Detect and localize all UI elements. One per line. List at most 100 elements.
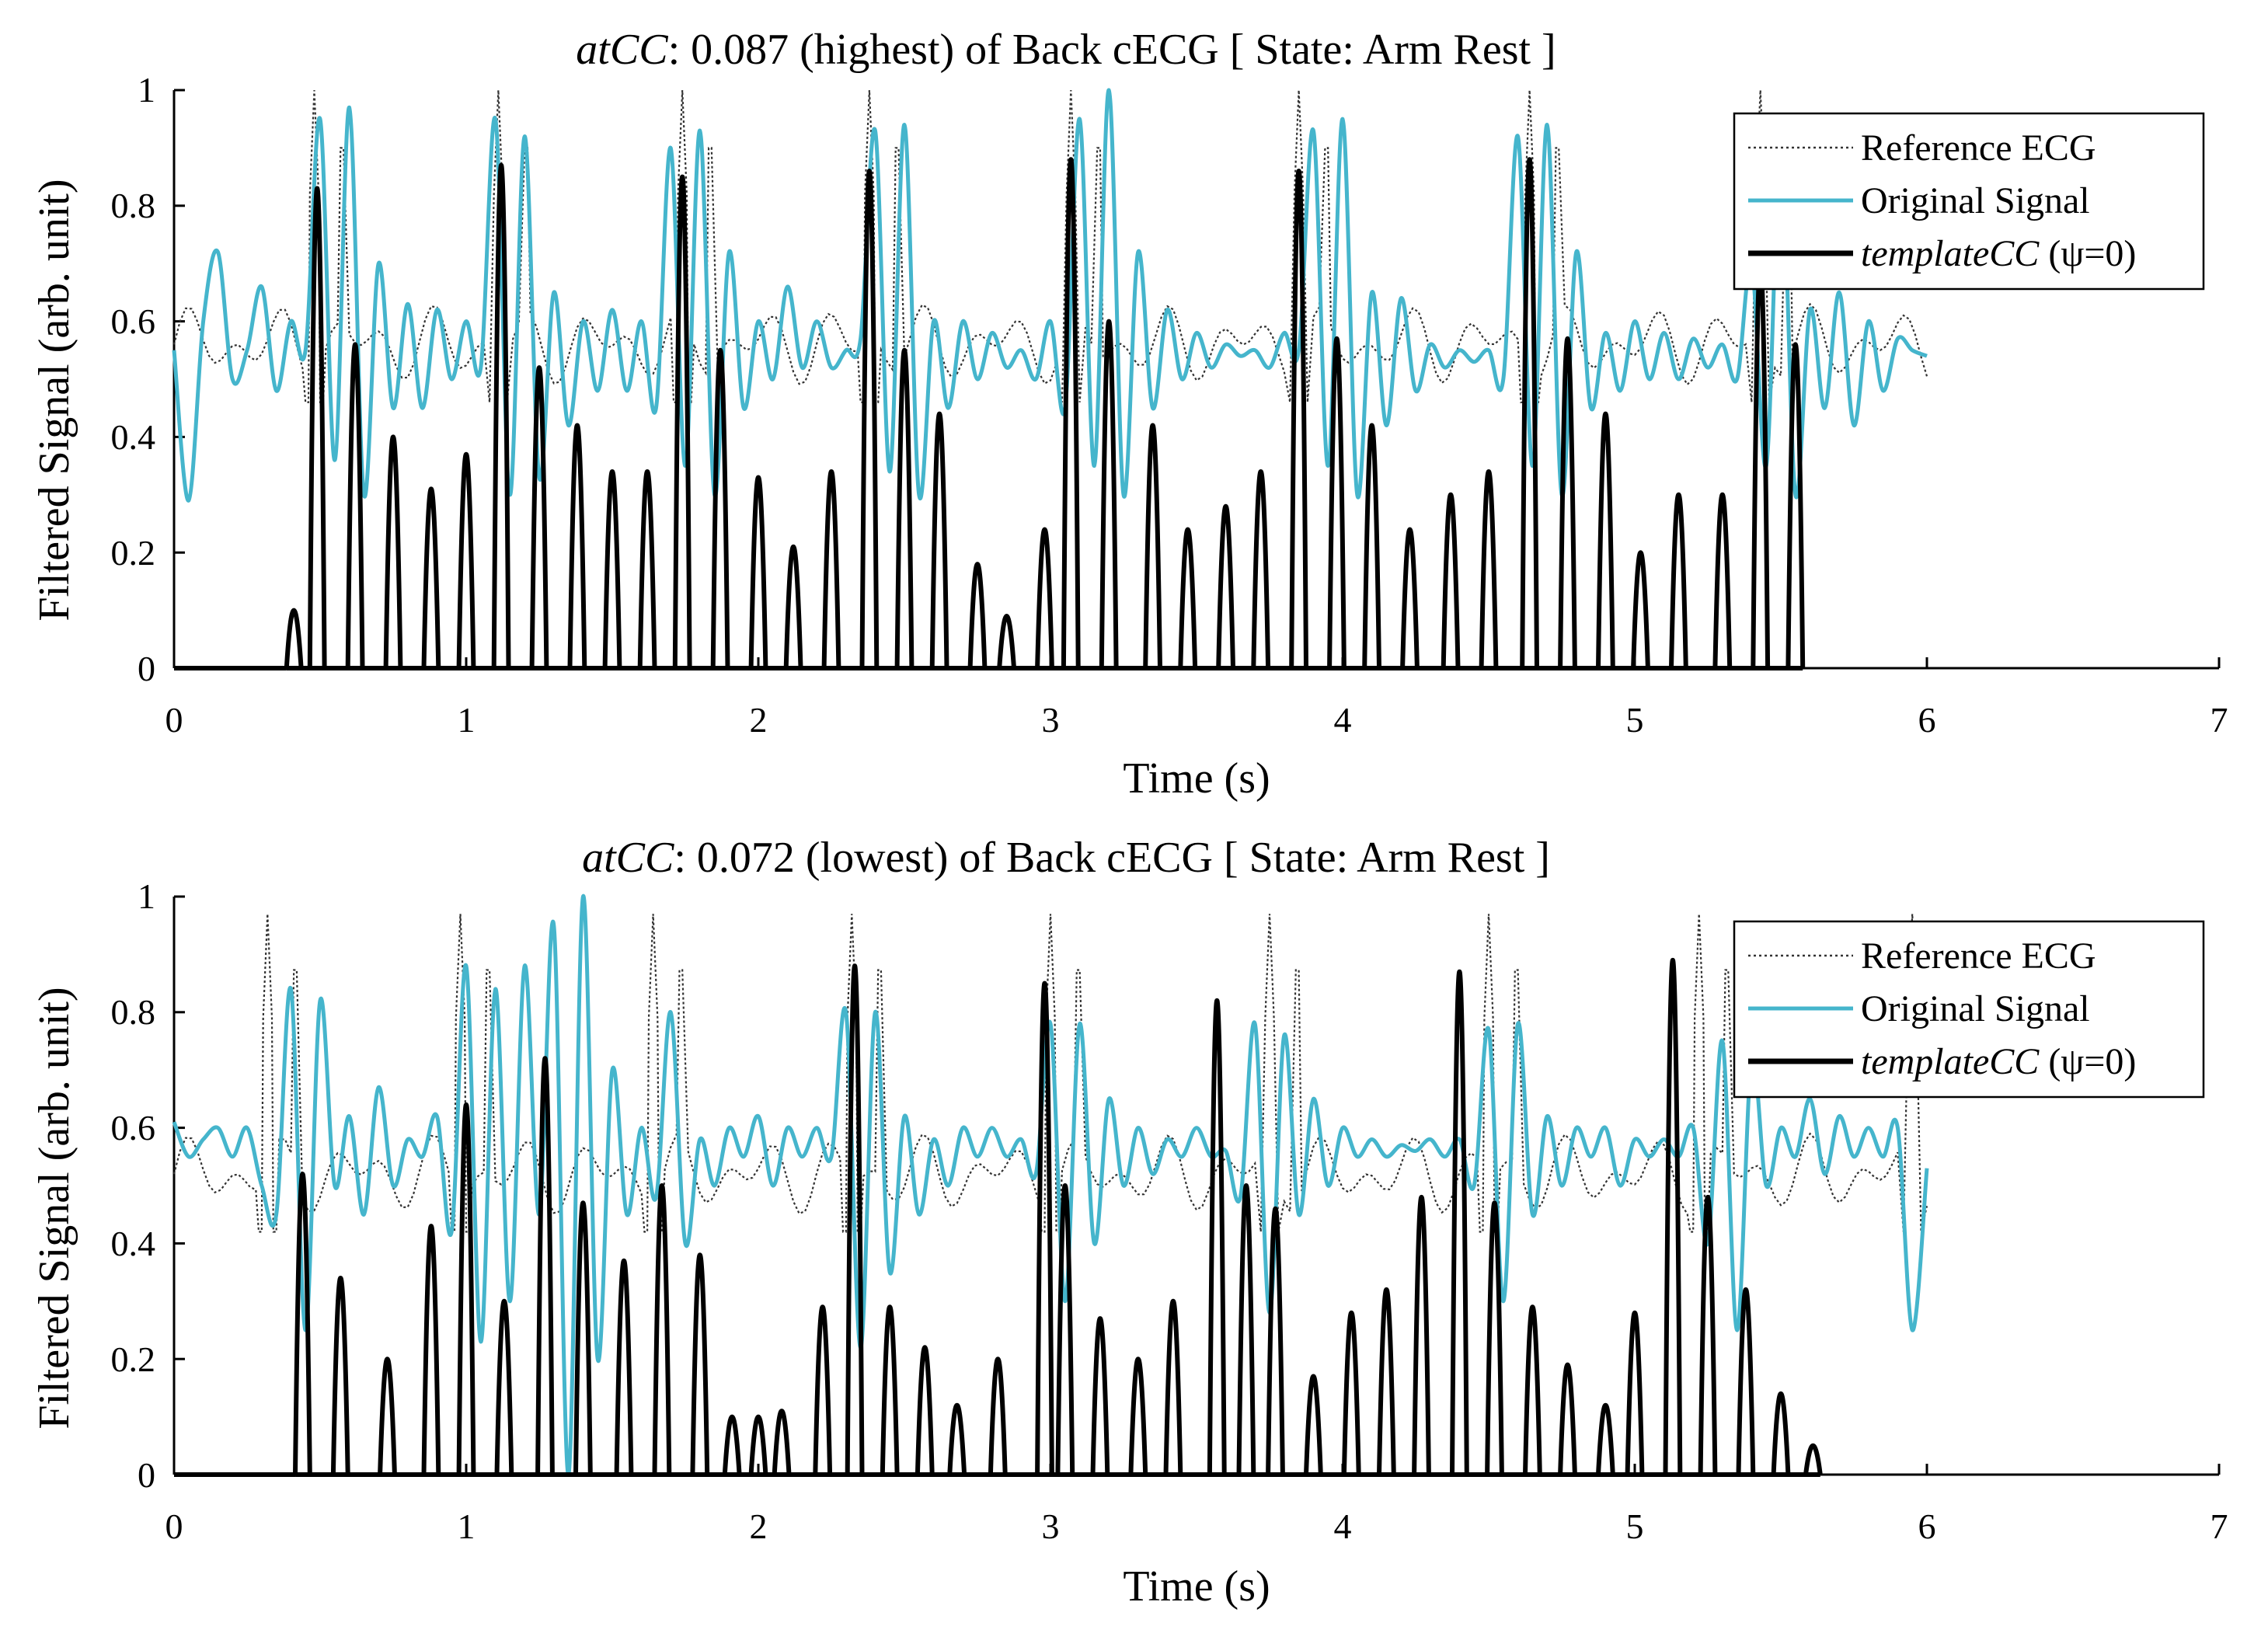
chart-top-template-pulse [710,347,730,669]
chart-bottom-template-pulse [573,1200,593,1475]
chart-top-template-pulse [1061,157,1081,669]
chart-top-legend-template-rest: (ψ=0) [2039,233,2136,274]
chart-top-xtick-label: 6 [1918,700,1936,740]
chart-bottom-ytick-label: 0.4 [111,1224,156,1263]
chart-bottom-template-pulse [947,1402,967,1475]
chart-bottom-xtick-label: 1 [458,1506,476,1546]
chart-top-template-pulse [491,162,511,669]
chart-top-template-pulse [1479,469,1499,669]
chart-bottom-title-rest: : 0.072 (lowest) of Back cECG [ State: A… [674,834,1550,882]
chart-top-yticks: 0 0.2 0.4 0.6 0.8 1 [111,70,156,688]
chart-top-template-pulse [1520,157,1539,669]
chart-bottom-template-pulse [1803,1444,1823,1475]
chart-bottom-template-pulse [1090,1316,1110,1475]
chart-top-template-pulse [859,169,880,669]
chart-bottom-xticks: 0 1 2 3 4 5 6 7 [165,1506,2228,1546]
chart-bottom-template-pulse [1163,1299,1183,1475]
chart-bottom-template-pulse [1236,1183,1256,1475]
chart-top-template-pulse [1596,411,1615,669]
chart-bottom-template-pulse [456,1102,476,1475]
chart-top-ytick-label: 0.4 [111,417,156,457]
chart-top-template-pulse [967,562,988,669]
chart-bottom-template-pulse [1207,998,1227,1475]
chart-top: atCC: 0.087 (highest) of Back cECG [ Sta… [30,26,2228,803]
chart-bottom-template-pulse [494,1299,514,1475]
chart-bottom-template-pulse [880,1304,900,1475]
chart-top-template-pulse [529,365,549,669]
chart-top-xtick-label: 1 [458,700,476,740]
chart-top-ytick-label: 0.2 [111,533,156,573]
chart-top-xtick-label: 3 [1042,700,1060,740]
chart-bottom-template-pulse [1625,1310,1645,1475]
chart-bottom-template-pulse [690,1252,710,1475]
chart-top-template-pulse [783,545,803,669]
chart-bottom-template-pulse [535,1056,555,1475]
chart-top-title-rest: : 0.087 (highest) of Back cECG [ State: … [668,26,1556,74]
chart-bottom-legend-original-label: Original Signal [1861,988,2090,1029]
chart-bottom-template-pulse [1377,1287,1396,1475]
chart-bottom-template-pulse [1341,1310,1361,1475]
chart-top-legend: Reference ECG Original Signal templateCC… [1733,112,2205,291]
chart-top-template-pulse [1178,527,1198,669]
chart-top-template-pulse [307,186,327,669]
chart-bottom-template-pulse [1266,1207,1285,1475]
chart-bottom-template-pulse [1523,1304,1542,1475]
chart-top-template-pulse [894,347,915,669]
chart-top-template-pulse [1785,342,1806,669]
chart-bottom-template-pulse [421,1224,441,1475]
chart-top-ytick-label: 0.6 [111,301,156,341]
chart-top-template-pulse [1099,319,1119,669]
chart-bottom-xtick-label: 4 [1334,1506,1352,1546]
chart-top-ytick-label: 1 [138,70,155,110]
chart-bottom-title: atCC: 0.072 (lowest) of Back cECG [ Stat… [582,834,1550,882]
chart-bottom-xtick-label: 7 [2211,1506,2228,1546]
chart-top-xtick-label: 2 [750,700,768,740]
chart-top-ylabel: Filtered Signal (arb. unit) [30,179,78,621]
chart-bottom-template-pulse [1558,1362,1577,1475]
chart-top-template-pulse [1035,527,1054,669]
chart-bottom-legend-template-label: templateCC (ψ=0) [1861,1041,2136,1082]
chart-bottom-template-pulse [1450,969,1469,1475]
chart-bottom-ytick-label: 1 [138,876,155,916]
chart-top-template-pulse [1441,493,1461,669]
chart-top-xtick-label: 7 [2211,700,2228,740]
chart-top-template-pulse [567,423,587,669]
chart-bottom-template-pulse [1055,1183,1075,1475]
chart-bottom-template-pulse [1412,1195,1431,1475]
chart-top-template-pulse [345,342,365,669]
chart-top-template-pulse [456,451,476,669]
chart-bottom-legend-reference-label: Reference ECG [1861,935,2096,977]
chart-bottom-legend-template-italic: templateCC [1861,1041,2040,1082]
chart-top-template-pulse [1669,493,1688,669]
chart-bottom-template-pulse [1698,1195,1718,1475]
chart-top-template-pulse [284,608,304,669]
chart-top-template-pulse [997,614,1016,669]
chart-top-title-italic: atCC [576,26,668,74]
chart-bottom-template-pulse [845,963,865,1475]
chart-top-xlabel: Time (s) [1123,754,1270,803]
chart-top-xtick-label: 4 [1334,700,1352,740]
chart-bottom-yticks: 0 0.2 0.4 0.6 0.8 1 [111,876,156,1495]
chart-bottom-xtick-label: 2 [750,1506,768,1546]
chart-bottom-xtick-label: 5 [1626,1506,1644,1546]
chart-bottom-xlabel: Time (s) [1123,1562,1270,1611]
chart-top-template-pulse [1251,469,1271,669]
chart-bottom-template-pulse [988,1357,1008,1475]
chart-top-template-pulse [1327,336,1347,669]
chart-top-title: atCC: 0.087 (highest) of Back cECG [ Sta… [576,26,1556,74]
chart-bottom-ylabel: Filtered Signal (arb. unit) [30,987,78,1429]
chart-top-original-layer [172,88,1928,503]
chart-bottom-template-pulse [614,1258,634,1475]
chart-bottom-template-pulse [330,1276,350,1475]
chart-bottom-ytick-label: 0.2 [111,1339,156,1379]
chart-bottom: atCC: 0.072 (lowest) of Back cECG [ Stat… [30,834,2228,1611]
chart-top-legend-template-italic: templateCC [1861,233,2040,274]
chart-top-legend-original-label: Original Signal [1861,180,2090,221]
chart-top-template-pulse [1400,527,1420,669]
chart-top-template-pulse [929,411,949,669]
chart-top-xticks: 0 1 2 3 4 5 6 7 [165,700,2228,740]
chart-bottom-template-pulse [1128,1357,1148,1475]
chart-top-template-pulse [1143,423,1162,669]
chart-top-template-pulse [602,469,622,669]
